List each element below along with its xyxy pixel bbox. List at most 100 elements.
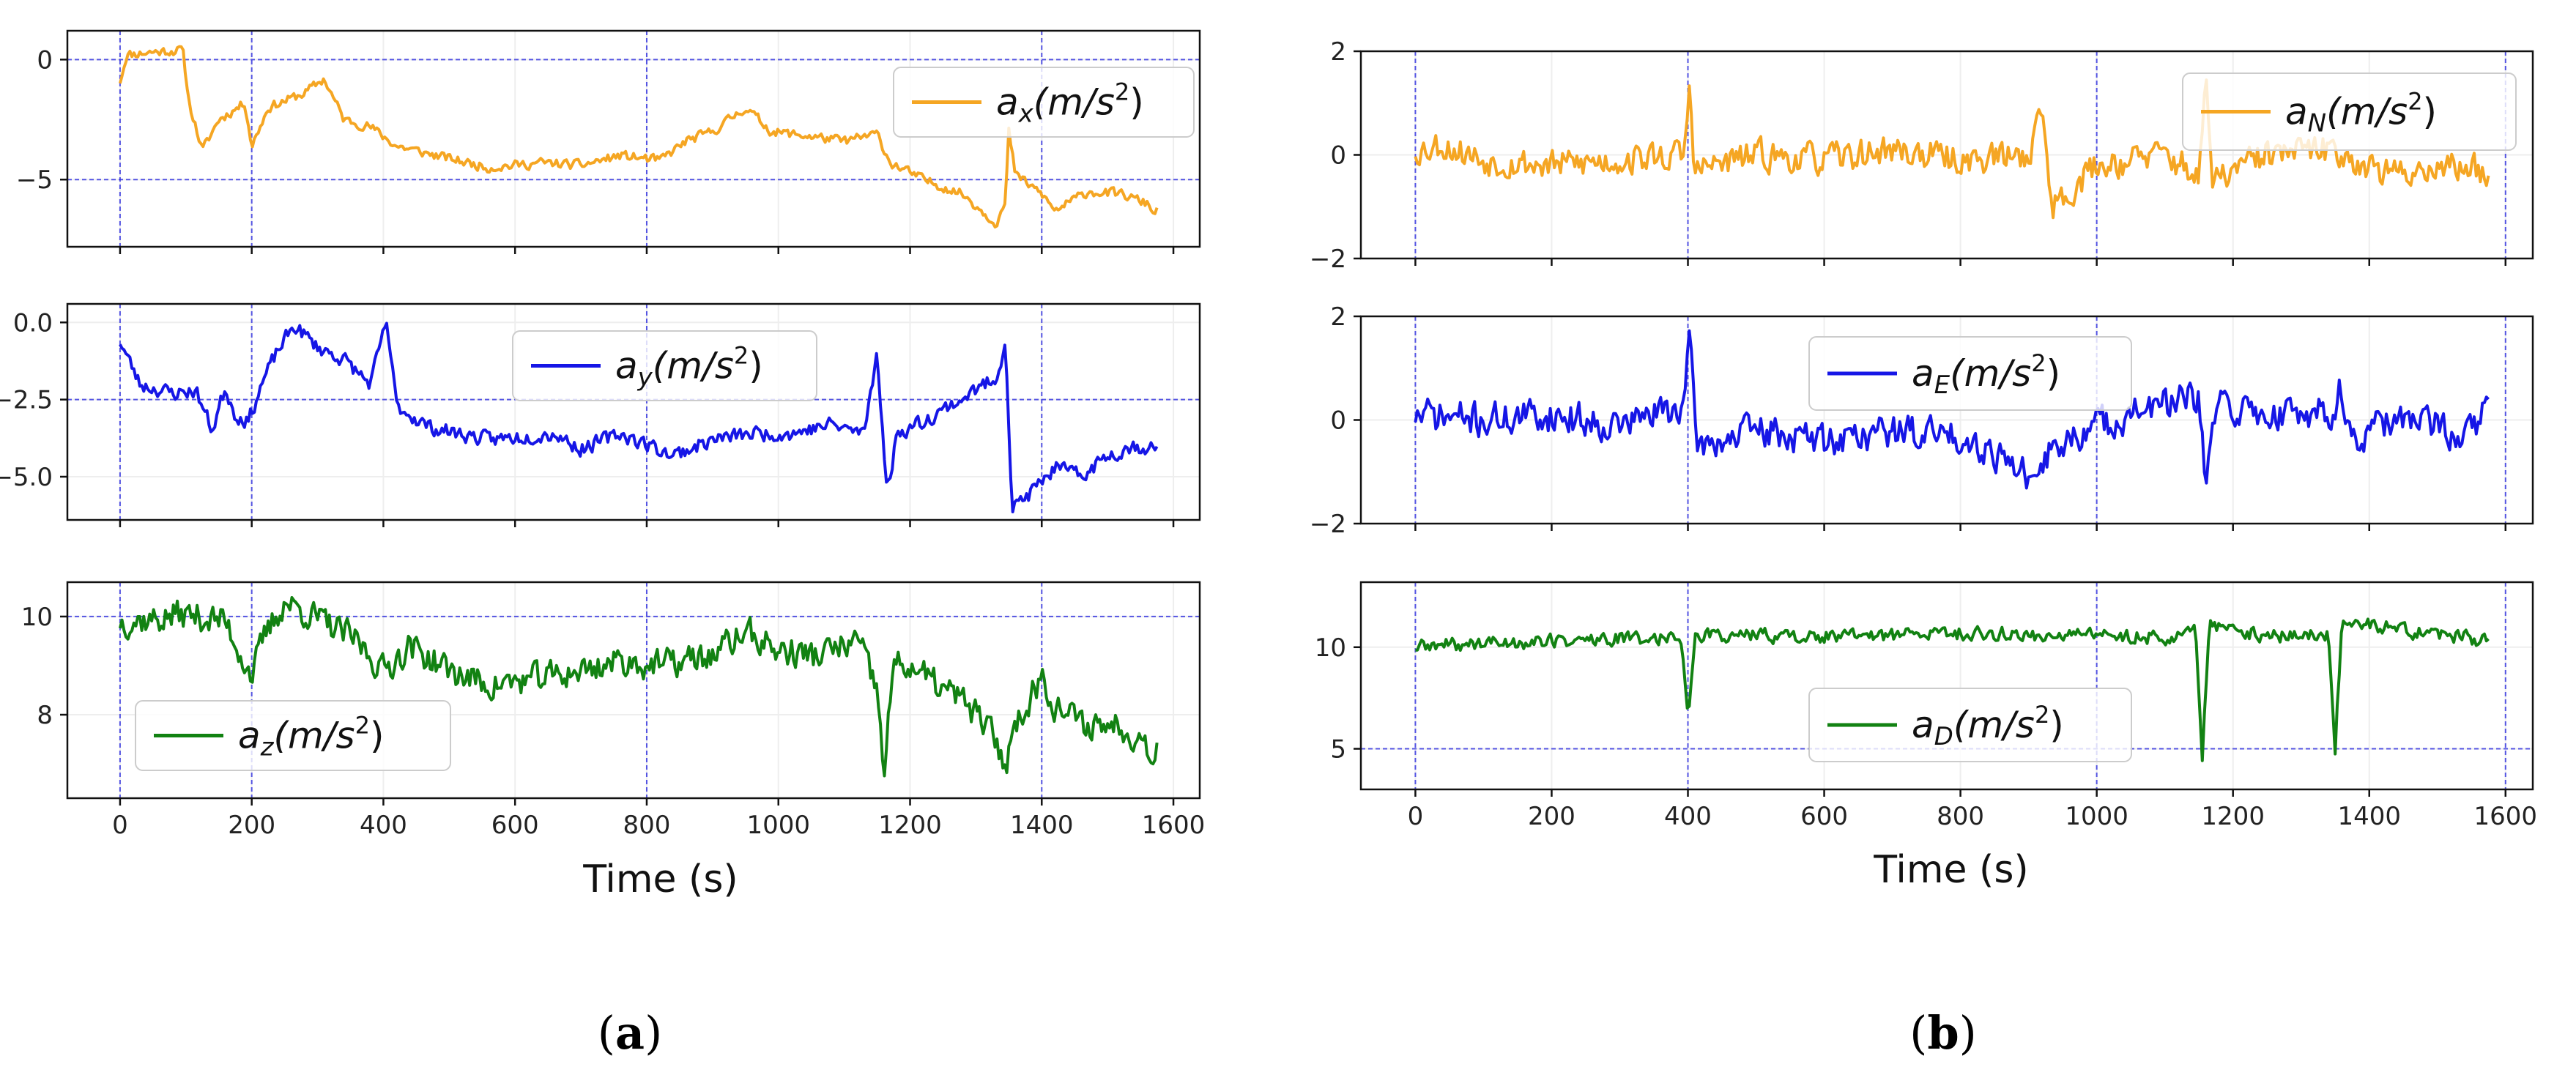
legend-subscript: z (260, 733, 275, 762)
axes-frame (66, 581, 1201, 800)
legend-label: az(m/s2) (238, 712, 384, 762)
legend-box (1808, 336, 2132, 411)
legend-superscript: 2 (1115, 78, 1129, 106)
legend-superscript: 2 (2035, 701, 2049, 729)
legend-unit: (m/s (1953, 704, 2035, 746)
y-tick-label: −2 (1310, 510, 1346, 539)
x-tick-label: 1200 (2201, 802, 2265, 831)
legend-aD: aD(m/s2) (1808, 688, 2132, 762)
legend-subscript: x (1018, 100, 1034, 129)
series-line-aE (1414, 329, 2490, 490)
legend-superscript: 2 (355, 712, 370, 740)
legend-close-paren: ) (1129, 81, 1144, 124)
legend-label: ay(m/s2) (615, 342, 763, 393)
y-tick-label: 0 (1330, 406, 1346, 436)
legend-close-paren: ) (370, 715, 385, 757)
legend-subscript: D (1934, 722, 1953, 751)
subplot-aN: 20−2aN(m/s2) (1310, 37, 2534, 274)
y-tick-label: 10 (1315, 633, 1346, 663)
subplot-ay: 0.0 −2.5 −5.0 ay(m/s2) (0, 302, 1201, 527)
series-line-ax (118, 45, 1159, 228)
y-tick-label: 0 (1330, 141, 1346, 171)
x-tick-label: 200 (1528, 802, 1575, 831)
x-tick-label: 400 (360, 811, 407, 840)
legend-box (135, 700, 451, 771)
legend-symbol: a (2285, 91, 2308, 133)
legend-unit: (m/s (1950, 352, 2031, 395)
legend-symbol: a (1912, 704, 1934, 746)
legend-symbol: a (1912, 352, 1934, 395)
legend-box (1808, 688, 2132, 762)
axes-frame (66, 29, 1201, 248)
legend-unit: (m/s (1033, 81, 1115, 124)
x-tick-label: 1600 (2474, 802, 2538, 831)
y-tick-label: −2 (1310, 245, 1346, 274)
x-tick-label: 200 (228, 811, 275, 840)
x-axis-label-left: Time (s) (582, 858, 738, 901)
caption-b-letter: b (1927, 1006, 1959, 1060)
x-tick-label: 600 (491, 811, 539, 840)
legend-close-paren: ) (2049, 704, 2064, 746)
legend-superscript: 2 (734, 342, 749, 370)
subplot-aD: 0 200 400 600 800 1000 1200 1400 1600 10 5 aD(m/s2) (1315, 581, 2538, 831)
legend-box (512, 330, 817, 401)
axes-frame (66, 302, 1201, 521)
caption-a: (a) (598, 1006, 663, 1060)
x-tick-label: 400 (1664, 802, 1712, 831)
legend-unit: (m/s (274, 715, 355, 757)
legend-superscript: 2 (2031, 349, 2046, 377)
legend-close-paren: ) (749, 345, 763, 387)
legend-close-paren: ) (2046, 352, 2061, 395)
legend-subscript: E (1934, 371, 1950, 400)
subplot-aE: 2 0 −2 aE(m/s2) (1310, 302, 2534, 539)
y-tick-label: −5 (16, 165, 53, 195)
x-tick-label: 1000 (746, 811, 810, 840)
y-tick-label: −2.5 (0, 386, 53, 415)
x-tick-label: 1400 (2337, 802, 2401, 831)
legend-box (2182, 72, 2517, 151)
y-tick-label: 5 (1330, 735, 1346, 765)
legend-symbol: a (996, 81, 1019, 124)
caption-a-close: ) (645, 1006, 662, 1060)
caption-a-letter: a (615, 1006, 645, 1060)
legend-symbol: a (615, 345, 638, 387)
legend-subscript: y (637, 363, 653, 393)
legend-subscript: N (2308, 109, 2326, 138)
axes-frame (1359, 581, 2534, 791)
x-tick-label: 800 (1937, 802, 1984, 831)
legend-label: aN(m/s2) (2285, 88, 2437, 138)
caption-b-open: ( (1909, 1006, 1927, 1060)
x-tick-label: 600 (1800, 802, 1848, 831)
legend-aN: aN(m/s2) (2182, 72, 2517, 151)
x-tick-label: 800 (623, 811, 671, 840)
y-tick-label: −5.0 (0, 463, 53, 492)
caption-b: (b) (1909, 1006, 1977, 1060)
legend-ax: ax(m/s2) (893, 67, 1195, 138)
legend-aE: aE(m/s2) (1808, 336, 2132, 411)
y-tick-label: 2 (1330, 37, 1346, 67)
legend-unit: (m/s (2326, 91, 2408, 133)
legend-unit: (m/s (653, 345, 734, 387)
legend-ay: ay(m/s2) (512, 330, 817, 401)
legend-symbol: a (238, 715, 261, 757)
y-tick-label: 10 (21, 603, 53, 632)
x-tick-label: 0 (1408, 802, 1424, 831)
legend-superscript: 2 (2408, 88, 2422, 116)
legend-label: ax(m/s2) (996, 78, 1144, 129)
y-tick-label: 0.0 (13, 308, 53, 338)
legend-box (893, 67, 1195, 138)
legend-label: aE(m/s2) (1912, 349, 2060, 400)
x-axis-label-right: Time (s) (1873, 848, 2028, 892)
series-line-az (118, 596, 1159, 778)
series-line-ay (119, 321, 1159, 513)
x-tick-label: 0 (112, 811, 128, 840)
x-tick-label: 1200 (878, 811, 942, 840)
legend-close-paren: ) (2423, 91, 2438, 133)
y-tick-label: 8 (37, 701, 53, 730)
x-tick-label: 1000 (2065, 802, 2128, 831)
series-line-aD (1415, 617, 2490, 762)
subplot-ax: 0 −5 ax(m/s2) (16, 29, 1201, 254)
caption-a-open: ( (598, 1006, 615, 1060)
caption-b-close: ) (1959, 1006, 1977, 1060)
